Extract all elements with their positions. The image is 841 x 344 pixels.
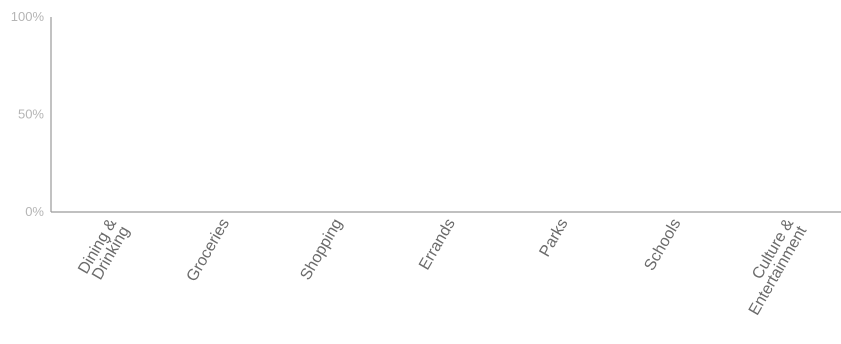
svg-text:Shopping: Shopping [297, 216, 346, 283]
x-tick-label: Shopping [297, 216, 346, 283]
y-tick-label: 50% [18, 107, 44, 122]
y-tick-label: 100% [11, 9, 45, 24]
x-tick-label: Errands [416, 216, 459, 273]
svg-text:Schools: Schools [641, 216, 684, 274]
svg-text:Dining &Drinking: Dining &Drinking [75, 216, 133, 285]
x-tick-label-line: Schools [641, 216, 684, 274]
x-tick-labels: Dining &Drinking Groceries Shopping Errands… [75, 216, 810, 319]
x-tick-label: Culture &Entertainment [733, 216, 811, 319]
svg-text:Errands: Errands [416, 216, 459, 273]
svg-text:Groceries: Groceries [184, 216, 233, 285]
x-tick-label-line: Parks [536, 216, 571, 260]
x-tick-label-line: Groceries [184, 216, 233, 285]
y-tick-labels: 0% 50% 100% [11, 9, 45, 219]
x-tick-label: Schools [641, 216, 684, 274]
x-tick-label-line: Shopping [297, 216, 346, 283]
x-tick-label: Dining &Drinking [75, 216, 133, 285]
y-tick-label: 0% [25, 204, 44, 219]
x-tick-label: Parks [536, 216, 571, 260]
svg-text:Parks: Parks [536, 216, 571, 260]
svg-text:Culture &Entertainment: Culture &Entertainment [733, 216, 811, 319]
x-tick-label-line: Errands [416, 216, 459, 273]
x-tick-label: Groceries [184, 216, 233, 285]
